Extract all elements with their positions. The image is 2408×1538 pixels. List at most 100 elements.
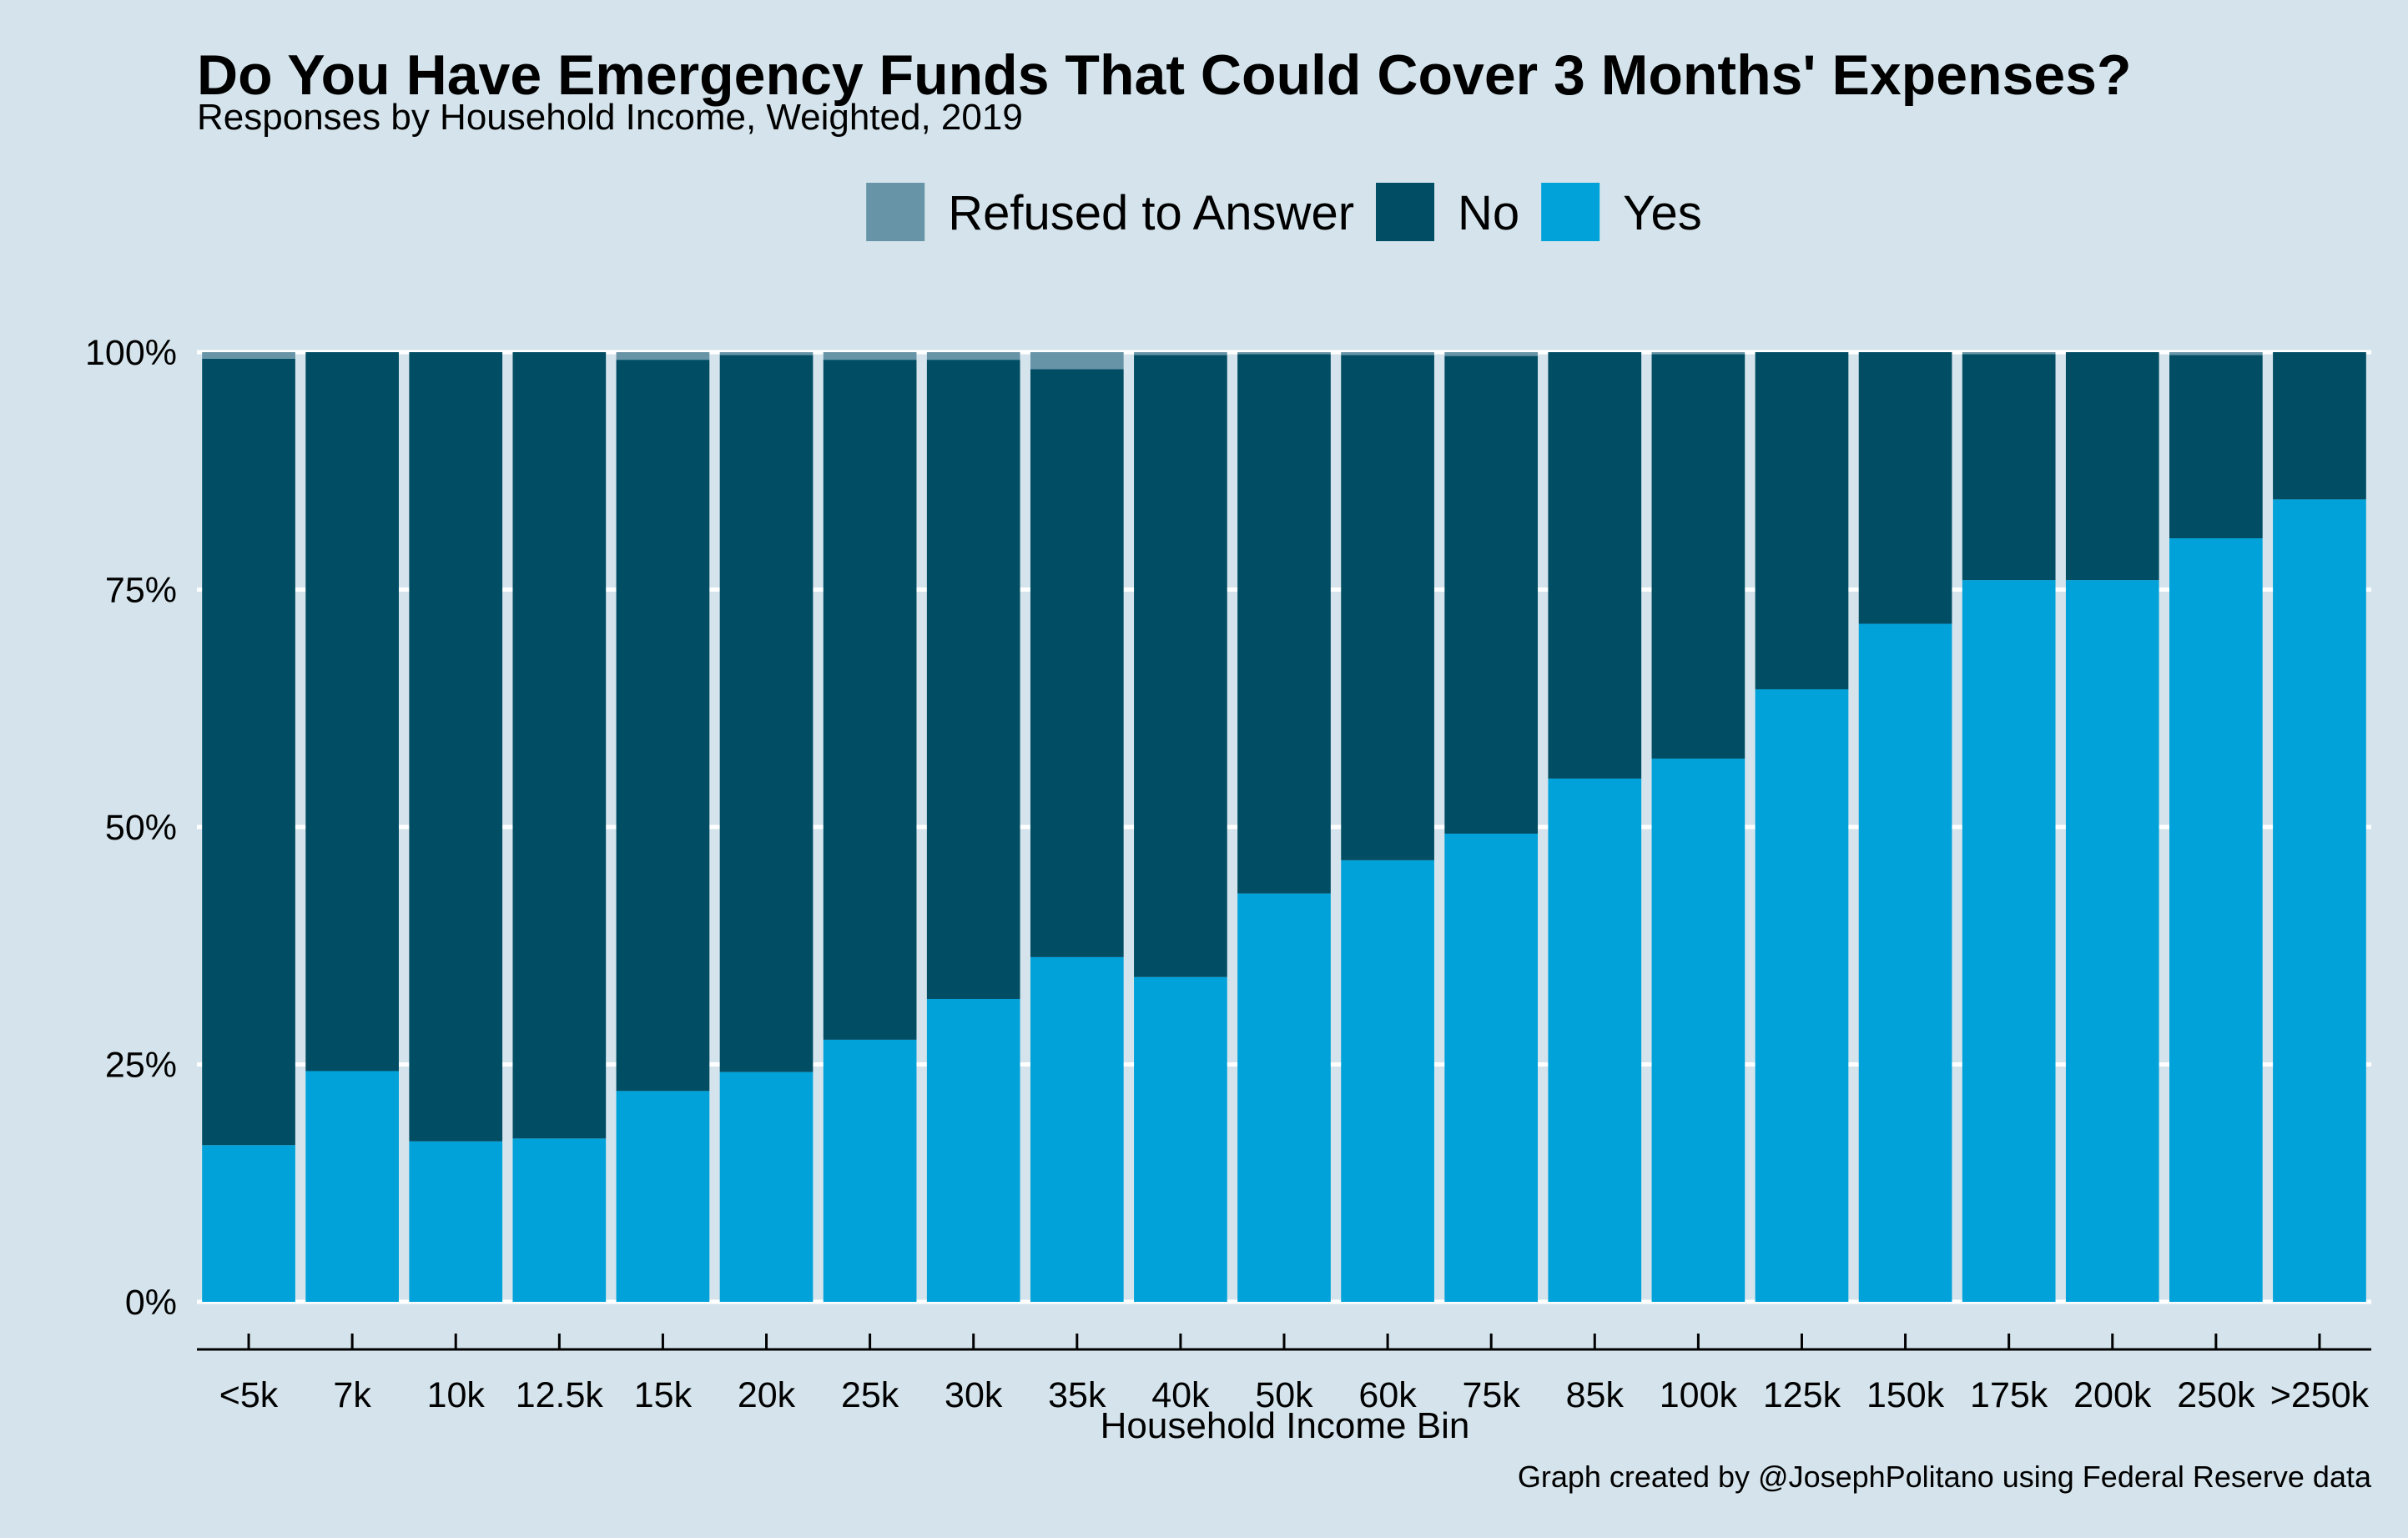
- x-tick-label-14: 100k: [1660, 1375, 1738, 1415]
- bar-refused-to-answer-10: [1237, 352, 1331, 355]
- y-tick-label-2: 50%: [105, 808, 177, 848]
- x-tick-label-0: <5k: [219, 1375, 279, 1415]
- x-tick-label-10: 50k: [1255, 1375, 1313, 1415]
- bar-group-2: [409, 352, 503, 1302]
- bar-group-3: [512, 352, 607, 1302]
- bar-refused-to-answer-0: [202, 352, 295, 359]
- bar-group-13: [1548, 352, 1642, 1302]
- bar-group-0: [202, 352, 295, 1302]
- x-tick-label-13: 85k: [1566, 1375, 1625, 1415]
- x-tick-label-11: 60k: [1358, 1375, 1417, 1415]
- bar-no-7: [926, 360, 1020, 999]
- x-tick-label-20: >250k: [2270, 1375, 2370, 1415]
- bar-refused-to-answer-9: [1134, 352, 1227, 356]
- legend-key-no: [1376, 183, 1435, 241]
- bar-yes-6: [823, 1039, 917, 1302]
- bar-yes-19: [2169, 538, 2263, 1302]
- bar-no-1: [305, 352, 399, 1072]
- bar-yes-15: [1755, 688, 1849, 1302]
- chart-caption: Graph created by @JosephPolitano using F…: [1518, 1460, 2372, 1494]
- y-axis-tick-labels: 0% 25% 50% 75% 100%: [85, 333, 177, 1323]
- bar-group-5: [719, 352, 814, 1302]
- bar-no-13: [1548, 352, 1642, 779]
- bar-yes-8: [1030, 956, 1124, 1302]
- bar-yes-7: [926, 998, 1020, 1302]
- legend-key-refused-to-answer: [866, 183, 925, 241]
- bar-no-18: [2065, 352, 2159, 581]
- bar-group-19: [2169, 352, 2263, 1302]
- x-tick-label-8: 35k: [1048, 1375, 1106, 1415]
- bar-no-11: [1341, 355, 1434, 860]
- bar-no-2: [409, 352, 503, 1142]
- bar-yes-16: [1858, 623, 1952, 1302]
- bar-yes-5: [719, 1072, 814, 1302]
- x-tick-label-18: 200k: [2073, 1375, 2152, 1415]
- chart-title: Do You Have Emergency Funds That Could C…: [197, 43, 2132, 107]
- bar-refused-to-answer-8: [1030, 352, 1124, 370]
- bar-refused-to-answer-17: [1962, 352, 2056, 355]
- bars: [202, 352, 2366, 1302]
- bar-yes-13: [1548, 778, 1642, 1302]
- x-tick-label-1: 7k: [333, 1375, 371, 1415]
- legend-key-yes: [1541, 183, 1600, 241]
- bar-yes-4: [616, 1091, 710, 1302]
- bar-group-10: [1237, 352, 1331, 1302]
- x-tick-label-17: 175k: [1970, 1375, 2048, 1415]
- x-tick-label-19: 250k: [2177, 1375, 2255, 1415]
- bar-group-17: [1962, 352, 2056, 1302]
- bar-group-18: [2065, 352, 2159, 1302]
- bar-refused-to-answer-11: [1341, 352, 1434, 356]
- bar-no-9: [1134, 355, 1227, 977]
- bar-yes-0: [202, 1145, 295, 1302]
- bar-refused-to-answer-12: [1444, 352, 1539, 356]
- bar-no-10: [1237, 354, 1331, 894]
- y-tick-label-3: 75%: [105, 571, 177, 611]
- bar-no-6: [823, 360, 917, 1040]
- bar-yes-17: [1962, 580, 2056, 1302]
- bar-refused-to-answer-19: [2169, 352, 2263, 356]
- bar-no-14: [1651, 354, 1746, 759]
- bar-group-6: [823, 352, 917, 1302]
- bar-no-3: [512, 352, 607, 1139]
- bar-group-4: [616, 352, 710, 1302]
- legend-label-refused-to-answer: Refused to Answer: [948, 186, 1354, 240]
- bar-refused-to-answer-5: [719, 352, 814, 356]
- x-axis-title: Household Income Bin: [1101, 1405, 1470, 1446]
- x-tick-label-9: 40k: [1151, 1375, 1210, 1415]
- bar-no-12: [1444, 356, 1539, 834]
- bar-group-12: [1444, 352, 1539, 1302]
- bar-refused-to-answer-7: [926, 352, 1020, 361]
- legend: Refused to Answer No Yes: [866, 183, 1702, 241]
- bar-yes-14: [1651, 759, 1746, 1302]
- bar-no-17: [1962, 354, 2056, 581]
- bar-yes-18: [2065, 580, 2159, 1302]
- x-tick-label-12: 75k: [1463, 1375, 1521, 1415]
- x-tick-label-5: 20k: [738, 1375, 796, 1415]
- bar-yes-9: [1134, 976, 1227, 1302]
- x-tick-label-16: 150k: [1866, 1375, 1945, 1415]
- bar-no-19: [2169, 355, 2263, 539]
- legend-label-no: No: [1458, 186, 1519, 240]
- x-tick-label-2: 10k: [427, 1375, 486, 1415]
- bar-yes-11: [1341, 860, 1434, 1302]
- bar-yes-1: [305, 1071, 399, 1302]
- bar-group-7: [926, 352, 1020, 1302]
- bar-group-8: [1030, 352, 1124, 1302]
- bar-no-0: [202, 358, 295, 1146]
- y-tick-label-4: 100%: [85, 333, 177, 373]
- y-tick-label-1: 25%: [105, 1046, 177, 1086]
- bar-yes-10: [1237, 893, 1331, 1302]
- bar-refused-to-answer-14: [1651, 352, 1746, 355]
- bar-group-1: [305, 352, 399, 1302]
- y-tick-label-0: 0%: [125, 1283, 177, 1323]
- bar-no-20: [2273, 352, 2366, 500]
- x-tick-label-6: 25k: [841, 1375, 899, 1415]
- x-tick-label-7: 30k: [945, 1375, 1003, 1415]
- bar-group-20: [2273, 352, 2366, 1302]
- bar-refused-to-answer-6: [823, 352, 917, 361]
- bar-no-15: [1755, 352, 1849, 689]
- x-tick-label-3: 12.5k: [516, 1375, 604, 1415]
- chart-subtitle: Responses by Household Income, Weighted,…: [197, 97, 1023, 138]
- x-axis: <5k 7k 10k 12.5k 15k 20k 25k 30k 35k 40k 50k 60k 75k…: [197, 1334, 2371, 1415]
